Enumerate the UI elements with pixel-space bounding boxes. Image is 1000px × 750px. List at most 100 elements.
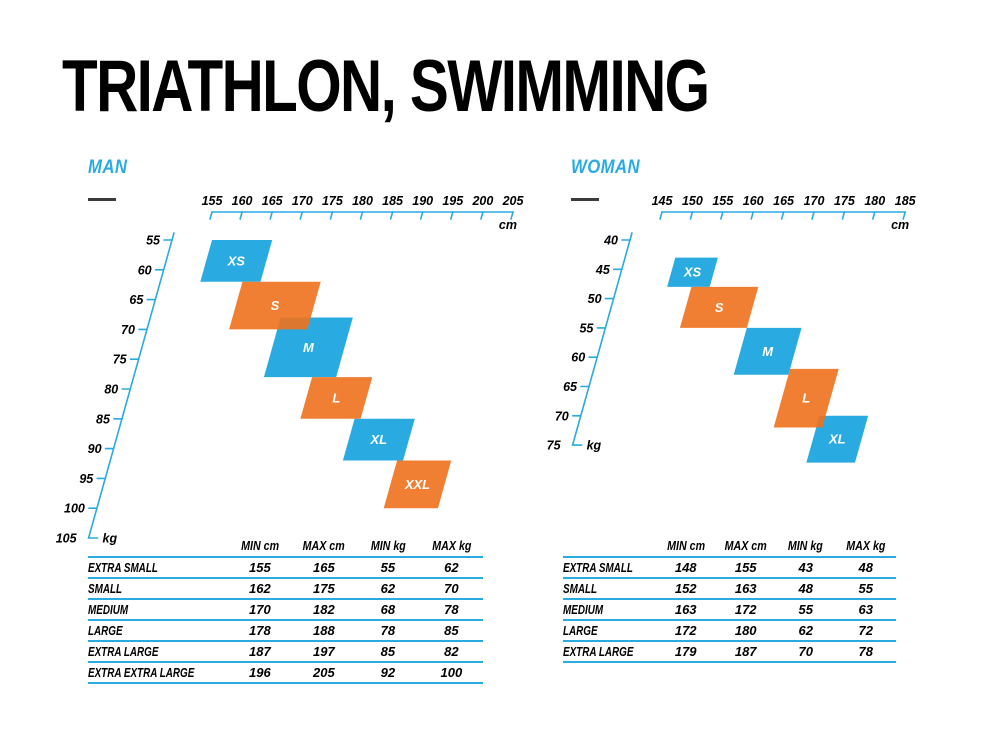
value-cell: 82 xyxy=(444,644,459,659)
value-cell: 63 xyxy=(858,602,873,617)
kg-tick-label: 105 xyxy=(56,532,78,546)
size-region-xxl xyxy=(383,460,452,509)
cm-tick-label: 195 xyxy=(442,194,464,208)
kg-tick-label: 50 xyxy=(588,292,602,306)
cm-unit-label: cm xyxy=(891,218,909,232)
kg-tick-label: 65 xyxy=(563,380,578,394)
value-cell: 197 xyxy=(313,644,335,659)
column-header: MAX kg xyxy=(420,533,483,557)
kg-tick-label: 40 xyxy=(603,234,618,248)
kg-unit-label: kg xyxy=(587,439,602,453)
value-cell: 48 xyxy=(798,581,813,596)
size-name-text: LARGE xyxy=(88,623,123,638)
value-cell: 70 xyxy=(444,581,459,596)
size-region-label-l: L xyxy=(332,390,340,405)
cm-tick xyxy=(750,211,755,220)
cm-tick-label: 155 xyxy=(202,194,224,208)
cm-tick-label: 175 xyxy=(322,194,344,208)
cm-axis: 145 150 155 160 165 170 175 180 185 cm xyxy=(652,194,917,232)
cm-tick xyxy=(780,211,785,220)
cm-tick-label: 170 xyxy=(804,194,825,208)
cm-tick-label: 160 xyxy=(743,194,764,208)
value-cell: 187 xyxy=(734,644,757,659)
cm-tick xyxy=(450,211,454,220)
man-section-dash xyxy=(88,198,116,201)
column-header-text: MIN kg xyxy=(370,538,406,553)
cm-tick-label: 155 xyxy=(712,194,734,208)
table-row: EXTRA EXTRA LARGE 196 205 92 100 xyxy=(88,662,483,683)
kg-tick-label: 65 xyxy=(129,293,144,307)
size-region-m xyxy=(733,327,802,375)
table-row: SMALL 162 175 62 70 xyxy=(88,578,483,599)
value-cell: 43 xyxy=(798,560,813,575)
kg-tick-label: 60 xyxy=(571,351,585,365)
cm-tick-label: 165 xyxy=(262,194,284,208)
cm-tick xyxy=(689,211,694,220)
value-cell: 100 xyxy=(440,665,463,680)
value-cell: 172 xyxy=(734,602,757,617)
table-header-row: MIN cm MAX cm MIN kg MAX kg xyxy=(88,533,483,557)
size-region-label-xl: XL xyxy=(370,432,388,447)
cm-tick xyxy=(329,211,334,220)
column-header-text: MIN kg xyxy=(788,538,824,553)
column-header: MIN kg xyxy=(776,533,836,557)
size-name-text: SMALL xyxy=(563,581,598,596)
value-cell: 48 xyxy=(858,560,873,575)
value-cell: 196 xyxy=(249,665,271,680)
column-header-text: MAX cm xyxy=(724,538,767,553)
column-header: MAX kg xyxy=(836,533,896,557)
woman-section-label-text: WOMAN xyxy=(571,157,641,178)
kg-tick-label: 80 xyxy=(104,383,118,397)
column-header: MIN cm xyxy=(228,533,292,557)
cm-tick-label: 180 xyxy=(864,194,885,208)
table-row: MEDIUM 170 182 68 78 xyxy=(88,599,483,620)
cm-tick xyxy=(659,211,663,220)
size-region-xs xyxy=(200,240,273,282)
value-cell: 70 xyxy=(798,644,813,659)
cm-tick xyxy=(209,211,213,220)
man-size-chart: 155 160 165 170 175 180 185 190 195 200 205 cm 55 60 6… xyxy=(56,194,525,546)
value-cell: 78 xyxy=(444,602,459,617)
size-region-l xyxy=(773,368,839,428)
cm-tick-label: 170 xyxy=(292,194,313,208)
column-header: MIN kg xyxy=(356,533,420,557)
kg-tick-label: 55 xyxy=(579,321,594,335)
table-row: EXTRA SMALL 155 165 55 62 xyxy=(88,557,483,578)
table-header-row: MIN cm MAX cm MIN kg MAX kg xyxy=(563,533,896,557)
size-region-s xyxy=(679,286,759,328)
value-cell: 148 xyxy=(674,560,697,575)
kg-tick-label: 75 xyxy=(113,353,128,367)
value-cell: 179 xyxy=(674,644,697,659)
size-region-label-xs: XS xyxy=(227,253,246,268)
value-cell: 163 xyxy=(674,602,697,617)
cm-tick xyxy=(269,211,274,220)
kg-axis-line xyxy=(87,232,175,539)
size-name-cell: MEDIUM xyxy=(563,599,656,620)
cm-tick xyxy=(359,211,364,220)
value-cell: 55 xyxy=(798,602,813,617)
cm-tick-label: 175 xyxy=(834,194,856,208)
table-row: MEDIUM 163 172 55 63 xyxy=(563,599,896,620)
size-name-text: SMALL xyxy=(88,581,123,596)
cm-tick-label: 185 xyxy=(895,194,917,208)
column-header-text: MAX cm xyxy=(302,538,345,553)
kg-tick-label: 45 xyxy=(595,263,611,277)
value-cell: 162 xyxy=(249,581,271,596)
size-region-label-xxl: XXL xyxy=(404,477,430,492)
value-cell: 62 xyxy=(444,560,459,575)
size-region-label-m: M xyxy=(762,344,774,359)
size-name-cell: SMALL xyxy=(88,578,228,599)
value-cell: 163 xyxy=(734,581,757,596)
value-cell: 175 xyxy=(313,581,335,596)
column-header-text: MAX kg xyxy=(431,538,471,553)
size-name-text: EXTRA LARGE xyxy=(88,644,159,659)
size-region-label-xs: XS xyxy=(683,265,702,280)
man-size-table: MIN cm MAX cm MIN kg MAX kg EXTRA SMALL 155 16… xyxy=(88,533,483,684)
kg-tick-label: 70 xyxy=(555,409,569,423)
cm-tick-label: 205 xyxy=(502,194,525,208)
woman-size-table-container: MIN cm MAX cm MIN kg MAX kg EXTRA SMALL 148 15… xyxy=(563,533,896,663)
value-cell: 205 xyxy=(313,665,335,680)
man-section-label-text: MAN xyxy=(88,157,128,178)
